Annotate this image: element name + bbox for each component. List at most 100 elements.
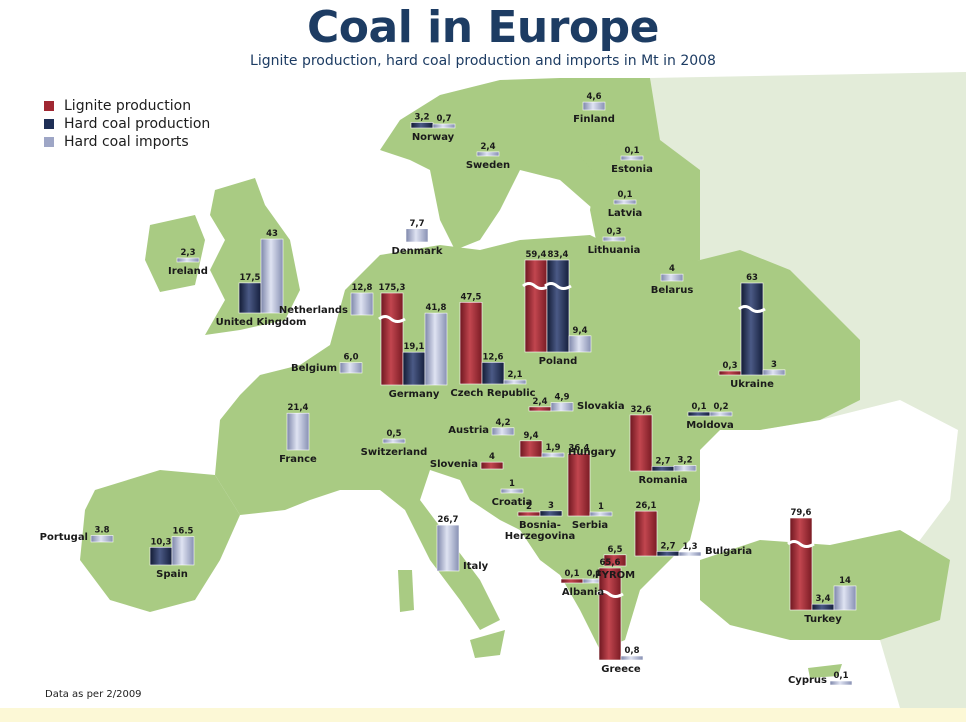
- country-label-romania: Romania: [638, 475, 687, 486]
- value-label-estonia-imports: 0,1: [624, 146, 639, 156]
- country-label-poland: Poland: [539, 356, 578, 367]
- value-label-ireland-imports: 2,3: [180, 248, 195, 258]
- axis-break-germany: [378, 315, 406, 323]
- country-label-united-kingdom: United Kingdom: [216, 317, 307, 328]
- country-label-switzerland: Switzerland: [361, 447, 428, 458]
- value-label-bulgaria-imports: 1,3: [682, 542, 697, 552]
- value-label-belarus-imports: 4: [669, 264, 675, 274]
- value-label-romania-hard-coal: 2,7: [655, 456, 670, 466]
- value-label-france-imports: 21,4: [288, 403, 309, 413]
- bar-ukraine-lignite: [718, 370, 742, 376]
- value-label-moldova-hard-coal: 0,1: [691, 402, 706, 412]
- bar-romania-lignite: [629, 414, 653, 472]
- value-label-romania-lignite: 32,6: [631, 405, 652, 415]
- value-label-poland-hard-coal: 83,4: [548, 250, 569, 260]
- country-label-france: France: [279, 454, 317, 465]
- country-label-bosnia-herzegovina: Bosnia-: [519, 520, 561, 531]
- legend: Lignite production Hard coal production …: [44, 97, 210, 151]
- country-label-belgium: Belgium: [291, 363, 337, 374]
- value-label-bulgaria-hard-coal: 2,7: [660, 541, 675, 551]
- bar-greece-imports: [620, 655, 644, 661]
- footnote: Data as per 2/2009: [45, 689, 142, 700]
- value-label-poland-lignite: 59,4: [526, 250, 547, 260]
- bar-bosnia-herzegovina-hard-coal: [539, 510, 563, 517]
- bar-slovakia-lignite: [528, 406, 552, 412]
- axis-break-poland: [522, 282, 550, 290]
- bar-bulgaria-hard-coal: [656, 551, 680, 557]
- country-label-spain: Spain: [156, 569, 188, 580]
- country-labels-layer: Finland Norway Sweden Estonia Latvia Lithuani…: [40, 114, 843, 686]
- bar-bosnia-herzegovina-lignite: [517, 511, 541, 517]
- country-label-norway: Norway: [412, 132, 455, 143]
- value-label-italy-imports: 26,7: [438, 515, 459, 525]
- bar-croatia-imports: [500, 488, 524, 494]
- bar-moldova-hard-coal: [687, 411, 711, 417]
- country-label-slovenia: Slovenia: [430, 459, 478, 470]
- legend-swatch-lignite: [44, 101, 54, 111]
- chart-subtitle: Lignite production, hard coal production…: [250, 53, 716, 69]
- axis-break-poland: [544, 282, 572, 290]
- bottom-band: [0, 708, 966, 722]
- value-label-czech-republic-imports: 2,1: [507, 370, 522, 380]
- value-label-portugal-imports: 3.8: [94, 525, 109, 535]
- value-label-denmark-imports: 7,7: [409, 219, 424, 229]
- legend-item-imports: Hard coal imports: [44, 133, 210, 151]
- value-label-united-kingdom-imports: 43: [266, 229, 278, 239]
- value-label-bosnia-herzegovina-hard-coal: 3: [548, 501, 554, 511]
- bar-estonia-imports: [620, 155, 644, 161]
- bar-germany-lignite: [380, 292, 404, 386]
- axis-break-turkey: [787, 540, 815, 548]
- value-label-czech-republic-hard-coal: 12,6: [483, 352, 504, 362]
- country-label-portugal: Portugal: [40, 532, 88, 543]
- bar-fyrom-lignite: [603, 554, 627, 567]
- country-label-austria: Austria: [448, 425, 489, 436]
- country-label-ireland: Ireland: [168, 266, 208, 277]
- bar-latvia-imports: [613, 199, 637, 205]
- bar-poland-hard-coal: [546, 259, 570, 353]
- bar-france-imports: [286, 412, 310, 451]
- value-label-ukraine-lignite: 0,3: [722, 361, 737, 371]
- bar-finland-imports: [582, 101, 606, 111]
- bar-austria-imports: [491, 427, 515, 436]
- axis-break-ukraine: [738, 305, 766, 313]
- value-label-serbia-imports: 1: [598, 502, 604, 512]
- bar-ireland-imports: [176, 257, 200, 263]
- value-label-latvia-imports: 0,1: [617, 190, 632, 200]
- bar-belarus-imports: [660, 273, 684, 282]
- legend-label-hard-coal: Hard coal production: [64, 116, 211, 132]
- value-label-hungary-lignite: 9,4: [523, 431, 538, 441]
- value-label-spain-imports: 16.5: [173, 527, 194, 537]
- value-label-slovakia-lignite: 2,4: [532, 397, 547, 407]
- bar-turkey-imports: [833, 585, 857, 611]
- bar-germany-imports: [424, 312, 448, 386]
- value-labels-layer: 4,63,2 0,72,4 0,10,10,32,317,5437,712,86,0…: [94, 92, 851, 681]
- bar-denmark-imports: [405, 228, 429, 243]
- country-label-bulgaria: Bulgaria: [705, 546, 752, 557]
- bar-united-kingdom-imports: [260, 238, 284, 314]
- value-label-lithuania-imports: 0,3: [606, 227, 621, 237]
- value-label-cyprus-imports: 0,1: [833, 671, 848, 681]
- axis-break-greece: [596, 590, 624, 598]
- country-label-denmark: Denmark: [392, 246, 443, 257]
- bar-united-kingdom-hard-coal: [238, 282, 262, 314]
- sicily: [470, 630, 505, 658]
- legend-swatch-imports: [44, 137, 54, 147]
- sardinia: [398, 570, 414, 612]
- value-label-turkey-imports: 14: [839, 576, 851, 586]
- country-label-greece: Greece: [601, 664, 641, 675]
- bar-spain-hard-coal: [149, 546, 173, 566]
- country-label-albania: Albania: [562, 587, 604, 598]
- bar-poland-imports: [568, 335, 592, 353]
- bar-albania-lignite: [560, 578, 584, 584]
- country-label-croatia: Croatia: [492, 497, 533, 508]
- value-label-austria-imports: 4,2: [495, 418, 510, 428]
- bar-ukraine-imports: [762, 369, 786, 376]
- value-label-finland-imports: 4,6: [586, 92, 601, 102]
- bar-cyprus-imports: [829, 680, 853, 686]
- value-label-germany-hard-coal: 19,1: [404, 342, 425, 352]
- bar-switzerland-imports: [382, 438, 406, 444]
- country-label-slovakia: Slovakia: [577, 401, 625, 412]
- bar-germany-hard-coal: [402, 351, 426, 386]
- bar-norway-imports: [432, 123, 456, 129]
- country-label-cyprus: Cyprus: [788, 675, 827, 686]
